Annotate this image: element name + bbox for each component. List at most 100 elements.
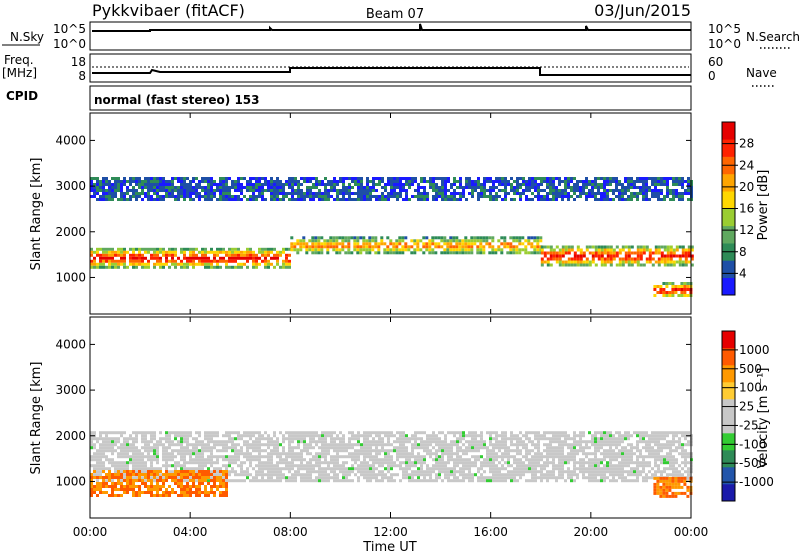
heatmap-cell [561,467,564,471]
heatmap-cell [618,431,621,435]
heatmap-cell [447,189,450,192]
heatmap-cell [618,440,621,444]
heatmap-cell [549,437,552,441]
heatmap-cell [573,254,577,258]
heatmap-cell [132,186,135,189]
heatmap-cell [129,177,132,180]
heatmap-cell [582,251,586,255]
heatmap-cell [156,458,159,462]
heatmap-cell [165,256,168,260]
heatmap-cell [293,248,297,252]
heatmap-cell [564,479,567,483]
heatmap-cell [324,431,327,435]
heatmap-cell [210,455,213,459]
heatmap-cell [459,183,462,186]
heatmap-cell [102,195,105,198]
heatmap-cell [510,177,513,180]
heatmap-cell [672,461,675,465]
heatmap-cell [521,242,525,246]
heatmap-cell [305,242,309,246]
heatmap-cell [360,198,363,201]
heatmap-cell [495,431,498,435]
heatmap-cell [624,254,628,258]
heatmap-cell [645,260,649,264]
heatmap-cell [429,434,432,438]
heatmap-cell [597,431,600,435]
heatmap-cell [567,180,570,183]
heatmap-cell [495,177,498,180]
heatmap-cell [207,461,210,465]
heatmap-cell [684,470,687,474]
heatmap-cell [90,473,93,476]
heatmap-cell [114,177,117,180]
heatmap-cell [417,473,420,477]
heatmap-cell [309,177,312,180]
heatmap-cell [450,449,453,453]
heatmap-cell [165,192,168,195]
heatmap-cell [270,476,273,480]
heatmap-cell [462,195,465,198]
heatmap-cell [525,467,528,471]
heatmap-cell [381,461,384,465]
heatmap-cell [387,455,390,459]
heatmap-cell [321,195,324,198]
heatmap-cell [381,458,384,462]
heatmap-cell [609,443,612,447]
heatmap-cell [597,467,600,471]
heatmap-cell [108,449,111,453]
heatmap-cell [657,260,661,264]
heatmap-cell [273,467,276,471]
heatmap-cell [678,177,681,180]
heatmap-cell [531,186,534,189]
heatmap-cell [546,455,549,459]
heatmap-cell [684,464,687,468]
heatmap-cell [285,437,288,441]
heatmap-cell [201,256,204,260]
heatmap-cell [525,183,528,186]
heatmap-cell [258,250,261,254]
heatmap-cell [108,440,111,444]
heatmap-cell [416,242,420,246]
heatmap-cell [258,186,261,189]
heatmap-cell [222,247,225,251]
heatmap-cell [132,479,135,482]
heatmap-cell [681,198,684,201]
heatmap-cell [627,479,630,483]
heatmap-cell [321,473,324,477]
heatmap-cell [237,262,240,266]
heatmap-cell [636,245,640,249]
heatmap-cell [576,476,579,480]
heatmap-cell [489,464,492,468]
heatmap-cell [606,198,609,201]
heatmap-cell [666,260,670,264]
heatmap-cell [273,473,276,477]
heatmap-cell [189,449,192,453]
heatmap-cell [362,245,366,249]
heatmap-cell [504,177,507,180]
heatmap-cell [654,248,658,252]
heatmap-cell [132,458,135,462]
heatmap-cell [384,449,387,453]
heatmap-cell [585,470,588,474]
heatmap-cell [426,470,429,474]
heatmap-cell [132,485,135,488]
heatmap-cell [585,476,588,480]
heatmap-cell [434,242,438,246]
heatmap-cell [303,473,306,477]
heatmap-cell [633,452,636,456]
heatmap-cell [687,183,690,186]
heatmap-cell [240,183,243,186]
heatmap-cell [336,183,339,186]
heatmap-cell [657,446,660,450]
heatmap-cell [201,449,204,453]
heatmap-cell [474,458,477,462]
heatmap-cell [291,437,294,441]
heatmap-cell [444,467,447,471]
heatmap-cell [651,434,654,438]
heatmap-cell [399,467,402,471]
heatmap-cell [423,458,426,462]
heatmap-cell [552,467,555,471]
heatmap-cell [246,434,249,438]
heatmap-cell [105,198,108,201]
heatmap-cell [228,446,231,450]
